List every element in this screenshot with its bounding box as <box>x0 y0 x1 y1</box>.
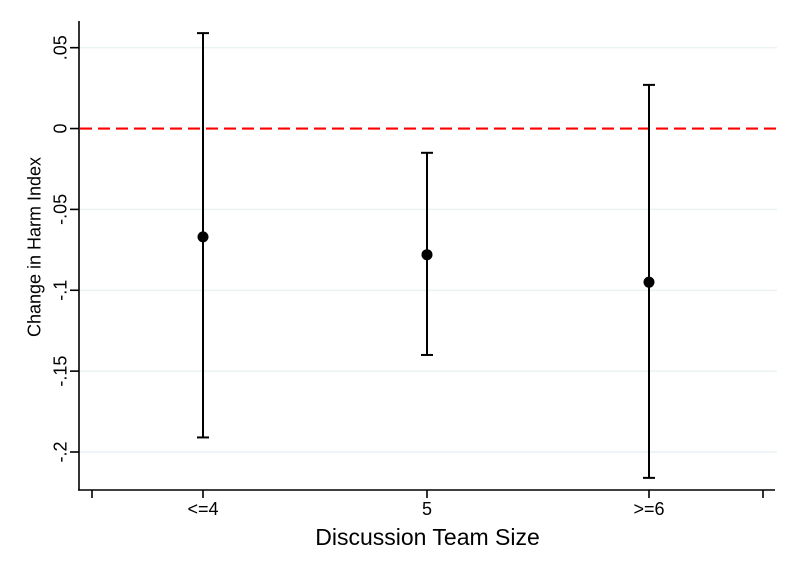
point-marker <box>197 231 209 243</box>
x-tick-label: <=4 <box>187 499 218 519</box>
y-axis-title: Change in Harm Index <box>24 156 45 338</box>
x-axis-title: Discussion Team Size <box>315 524 540 550</box>
y-tick-label: -.15 <box>51 356 71 387</box>
y-tick-label: -.2 <box>51 441 71 462</box>
y-tick-label: -.1 <box>51 280 71 301</box>
point-marker <box>643 276 655 288</box>
point-marker <box>421 249 433 261</box>
y-tick-label: .05 <box>51 35 71 60</box>
y-tick-label: -.05 <box>51 194 71 225</box>
y-tick-label: 0 <box>51 124 71 134</box>
x-tick-label: >=6 <box>633 499 664 519</box>
x-tick-label: 5 <box>422 499 432 519</box>
